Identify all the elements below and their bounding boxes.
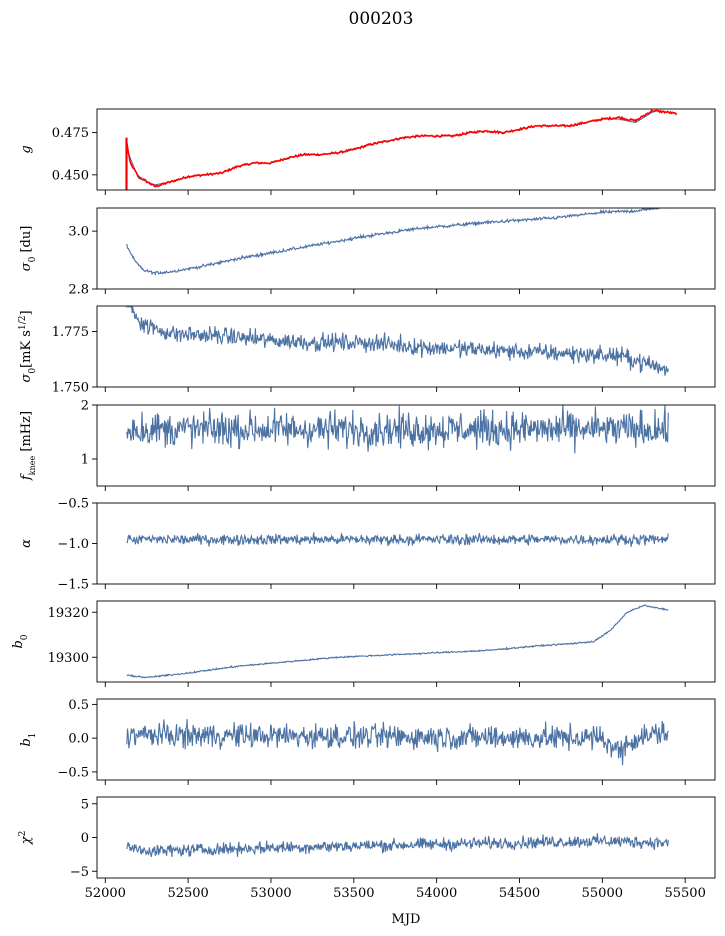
panel-8: −5 0 5 52000 52500 53000 53500 54000 54500 55000 5… <box>18 796 716 901</box>
y-tick-label: −0.5 <box>57 765 89 780</box>
series-line <box>126 405 669 454</box>
y-tick-label: 3.0 <box>68 225 89 240</box>
y-tick-label: 0.475 <box>52 126 89 141</box>
y-tick-label: 0.5 <box>68 698 89 713</box>
y-axis-label: σ0 [du] <box>19 226 38 272</box>
y-tick-label: 0 <box>81 831 89 846</box>
series-line <box>126 306 669 376</box>
y-tick-label: 1.750 <box>52 381 89 396</box>
y-tick-label: 2.8 <box>68 283 89 298</box>
series-line <box>126 718 669 766</box>
panel-frame <box>96 207 716 290</box>
panel-frame <box>96 108 716 191</box>
y-tick-label: −5 <box>70 865 89 880</box>
y-axis-label: σ0[mK s1/2] <box>18 310 38 382</box>
y-axis-label: b1 <box>19 732 38 746</box>
x-tick-label: 54000 <box>416 886 457 901</box>
y-tick-label: 0.0 <box>68 732 89 747</box>
panel-5: −1.5 −1.0 −0.5 α <box>19 497 716 593</box>
series-line <box>126 833 669 858</box>
y-tick-label: 1.775 <box>52 325 89 340</box>
panel-1: 0.450 0.475 g <box>19 108 716 195</box>
panel-frame <box>96 502 716 585</box>
panel-frame <box>96 698 716 781</box>
series-line <box>126 208 668 277</box>
panel-7: −0.5 0.0 0.5 b1 <box>19 698 716 785</box>
x-tick-label: 55000 <box>582 886 623 901</box>
x-tick-label: 53500 <box>333 886 374 901</box>
y-tick-label: 5 <box>81 797 89 812</box>
x-tick-label: 53000 <box>250 886 291 901</box>
y-axis-label: b0 <box>11 634 30 648</box>
y-axis-label: α <box>19 539 34 548</box>
y-tick-label: 0.450 <box>52 168 89 183</box>
y-tick-label: −0.5 <box>57 497 89 512</box>
data-series-line <box>126 109 678 188</box>
y-tick-label: 1 <box>81 453 89 468</box>
panel-6: 19300 19320 b0 <box>11 600 716 687</box>
x-tick-label: 55500 <box>664 886 705 901</box>
panels: 0.450 0.475 g 2.8 3.0 σ0 [du] 1.750 1.775 σ0[mK … <box>11 108 716 901</box>
y-axis-label: g <box>19 145 34 153</box>
x-tick-label: 54500 <box>499 886 540 901</box>
y-axis-label: χ2 <box>18 831 34 846</box>
y-tick-label: 19320 <box>48 606 89 621</box>
panel-frame <box>96 600 716 683</box>
y-tick-label: 2 <box>81 399 89 414</box>
y-tick-label: −1.0 <box>57 537 89 552</box>
figure-title: 000203 <box>349 9 414 29</box>
series-line <box>126 604 669 679</box>
panel-3: 1.750 1.775 σ0[mK s1/2] <box>18 305 716 396</box>
x-axis-label: MJD <box>392 912 421 927</box>
panel-frame <box>96 404 716 487</box>
y-axis-label: fknee [mHz] <box>19 411 37 481</box>
panel-2: 2.8 3.0 σ0 [du] <box>19 207 716 298</box>
panel-frame <box>96 305 716 388</box>
panel-frame <box>96 796 716 879</box>
series-line <box>126 532 669 547</box>
x-tick-label: 52000 <box>85 886 126 901</box>
y-tick-label: −1.5 <box>57 578 89 593</box>
panel-4: 1 2 fknee [mHz] <box>19 399 716 491</box>
y-tick-label: 19300 <box>48 651 89 666</box>
x-tick-label: 52500 <box>167 886 208 901</box>
